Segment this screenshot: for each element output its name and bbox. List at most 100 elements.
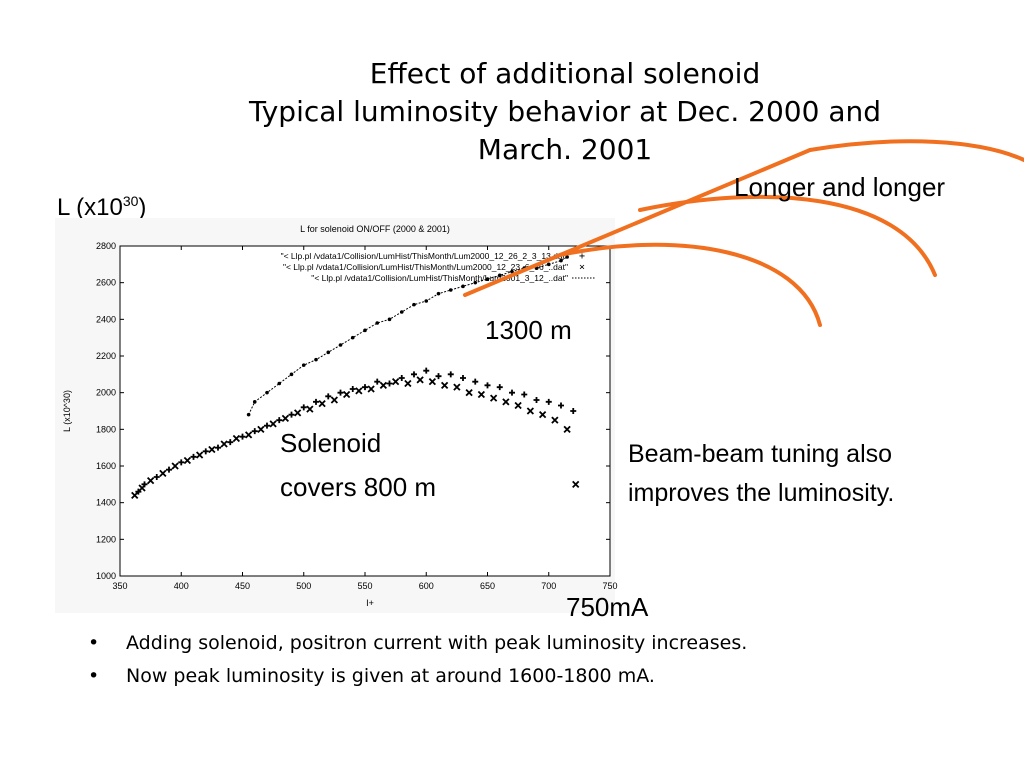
series-line [248, 256, 568, 415]
data-point [551, 416, 559, 424]
data-point [202, 448, 209, 455]
x-tick-label: 500 [296, 581, 311, 591]
data-point [558, 402, 564, 409]
x-tick-label: 700 [541, 581, 556, 591]
y-tick-label: 2800 [96, 241, 116, 251]
data-point [440, 381, 449, 389]
data-point [509, 389, 515, 396]
data-point [453, 383, 461, 391]
chart-title: L for solenoid ON/OFF (2000 & 2001) [300, 224, 450, 234]
data-point [337, 389, 344, 396]
data-point [386, 380, 393, 387]
data-point [374, 378, 381, 385]
y-axis-label: L (x10^30) [62, 390, 72, 432]
annotation-solenoid-2: covers 800 m [280, 472, 437, 502]
data-point [232, 434, 241, 443]
x-tick-label: 450 [235, 581, 250, 591]
bullet-dot: • [88, 632, 100, 654]
x-tick-label: 400 [174, 581, 189, 591]
data-point [404, 379, 412, 388]
data-point [293, 409, 302, 417]
y-unit-prefix: L (x10 [57, 194, 123, 221]
annotation-beam-1: Beam-beam tuning also [628, 440, 893, 468]
slide-title: Effect of additional solenoid Typical lu… [180, 55, 950, 169]
bullet-list: • Adding solenoid, positron current with… [88, 632, 808, 698]
bullet-item: • Now peak luminosity is given at around… [88, 665, 808, 688]
legend-marker: × [579, 262, 585, 273]
data-point [545, 398, 552, 405]
y-tick-label: 1800 [96, 424, 116, 434]
data-point [533, 397, 540, 403]
data-point [288, 411, 295, 418]
title-line-1: Effect of additional solenoid [369, 57, 761, 90]
data-point [183, 456, 192, 465]
y-tick-label: 2400 [96, 314, 116, 324]
data-point [135, 488, 142, 495]
data-point [330, 396, 339, 404]
x-tick-label: 600 [419, 581, 434, 591]
arc-inner [558, 242, 822, 327]
arc-outer [808, 139, 1024, 162]
data-point [428, 378, 437, 386]
data-point [313, 398, 319, 405]
y-tick-label: 1000 [96, 571, 116, 581]
bullet-text: Now peak luminosity is given at around 1… [126, 665, 655, 687]
legend-label: "< Llp.pl /vdata1/Collision/LumHist/This… [281, 251, 568, 261]
data-point [572, 480, 580, 488]
data-point [496, 384, 503, 391]
data-point [416, 376, 424, 384]
bullet-dot: • [88, 665, 100, 687]
title-line-3: March. 2001 [477, 133, 653, 166]
y-tick-label: 1400 [96, 498, 116, 508]
data-point [460, 375, 466, 381]
annotation-beam-2: improves the luminosity. [628, 479, 895, 507]
data-point [190, 453, 197, 460]
data-point [489, 394, 498, 402]
data-point [465, 389, 473, 397]
data-point [264, 422, 270, 429]
data-point [300, 404, 307, 411]
bullet-text: Adding solenoid, positron current with p… [126, 632, 748, 654]
data-point [447, 371, 454, 378]
annotation-solenoid-1: Solenoid [280, 428, 382, 458]
y-tick-label: 2200 [96, 351, 116, 361]
x-tick-label: 550 [357, 581, 372, 591]
arc-middle [638, 194, 937, 277]
annotation-longer: Longer and longer [734, 172, 946, 202]
data-point [215, 444, 221, 451]
data-point [398, 375, 405, 381]
y-tick-label: 1600 [96, 461, 116, 471]
data-point [349, 386, 356, 392]
data-point [484, 382, 491, 389]
data-point [244, 431, 253, 439]
data-point [171, 462, 179, 470]
x-tick-label: 750 [602, 581, 617, 591]
data-point [251, 428, 258, 435]
data-point [435, 373, 442, 380]
x-axis-label: I+ [366, 598, 374, 608]
data-point [281, 414, 290, 422]
y-unit-label: L (x1030) [57, 193, 146, 222]
y-unit-exponent: 30 [122, 193, 139, 209]
data-point [342, 390, 351, 399]
data-point [269, 420, 277, 428]
data-point [497, 273, 502, 278]
data-point [325, 393, 332, 400]
data-point [276, 417, 283, 424]
bullet-item: • Adding solenoid, positron current with… [88, 632, 808, 655]
legend-marker: + [579, 251, 585, 262]
data-point [239, 433, 246, 440]
data-point [485, 277, 490, 281]
data-point [146, 477, 155, 485]
data-point [461, 284, 465, 289]
data-point [514, 401, 522, 410]
y-tick-label: 1200 [96, 534, 116, 544]
data-point [159, 469, 167, 477]
data-point [477, 390, 486, 399]
data-point [411, 371, 417, 378]
data-point [178, 459, 185, 466]
data-point [502, 398, 510, 406]
data-point [472, 378, 479, 385]
data-point [538, 411, 547, 419]
